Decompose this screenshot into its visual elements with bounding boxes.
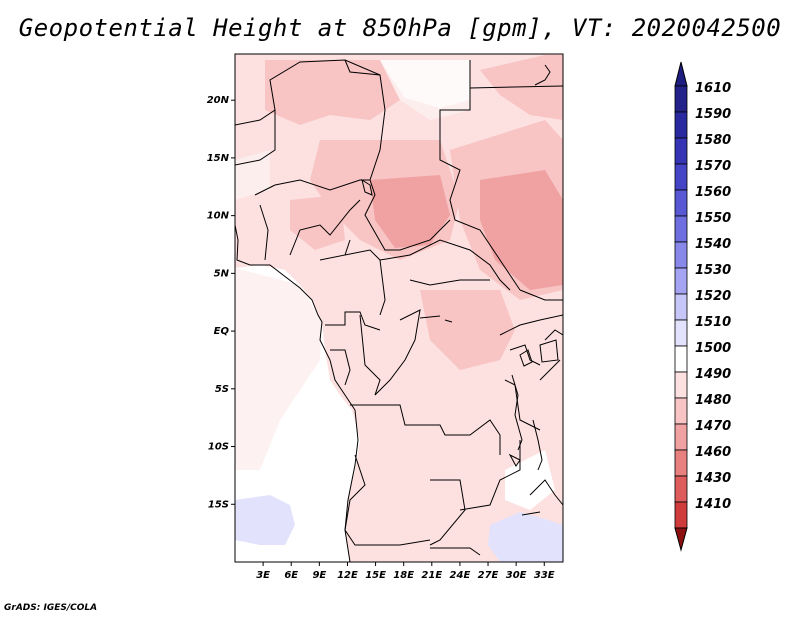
colorbar-label: 1490: [695, 367, 731, 382]
colorbar-label: 1480: [695, 393, 731, 408]
colorbar-segment: [674, 423, 688, 451]
lon-tick-label: 21E: [421, 570, 442, 581]
colorbar-segment: [674, 319, 688, 347]
colorbar-segment: [674, 449, 688, 477]
lon-tick-label: 3E: [256, 570, 270, 581]
colorbar-label: 1610: [695, 81, 731, 96]
colorbar-segment: [674, 241, 688, 269]
lat-tick-label: 20N: [207, 95, 230, 106]
colorbar-segment: [674, 111, 688, 139]
lat-tick-label: 10S: [208, 442, 229, 453]
lat-tick-label: 10N: [207, 211, 230, 222]
map-title: Geopotential Height at 850hPa [gpm], VT:…: [18, 14, 782, 42]
coastline: [235, 224, 359, 562]
colorbar-label: 1460: [695, 445, 731, 460]
colorbar-segment: [674, 85, 688, 113]
colorbar-label: 1530: [695, 263, 731, 278]
lat-tick-label: 15S: [208, 499, 229, 510]
colorbar-label: 1520: [695, 289, 731, 304]
map-frame: [234, 53, 564, 563]
colorbar-label: 1500: [695, 341, 731, 356]
country-borders: [235, 59, 563, 556]
colorbar-label: 1430: [695, 471, 731, 486]
colorbar-segment: [674, 293, 688, 321]
colorbar-segment: [674, 345, 688, 373]
colorbar-bottom-triangle: [674, 527, 688, 552]
colorbar-label: 1510: [695, 315, 731, 330]
lon-tick-label: 30E: [506, 570, 527, 581]
lon-tick-label: 12E: [337, 570, 358, 581]
map-field: [235, 54, 563, 562]
colorbar: 1610 1590 1580 1570 1560 1550 1540 1530 1520 1510…: [674, 61, 731, 552]
lakes: [361, 64, 559, 516]
grads-credit: GrADS: IGES/COLA: [4, 603, 98, 613]
lon-tick-label: 33E: [534, 570, 555, 581]
colorbar-segment: [674, 215, 688, 243]
colorbar-label: 1560: [695, 185, 731, 200]
colorbar-label: 1580: [695, 133, 731, 148]
colorbar-label: 1570: [695, 159, 731, 174]
colorbar-segment: [674, 267, 688, 295]
lat-tick-label: 5N: [214, 268, 230, 279]
colorbar-segment: [674, 189, 688, 217]
lon-tick-label: 24E: [450, 570, 471, 581]
colorbar-label: 1550: [695, 211, 731, 226]
colorbar-label: 1540: [695, 237, 731, 252]
lon-tick-label: 18E: [393, 570, 414, 581]
low-height-patch-west: [235, 495, 295, 545]
colorbar-top-triangle: [674, 61, 688, 87]
colorbar-segment: [674, 371, 688, 399]
colorbar-segment: [674, 137, 688, 165]
colorbar-segment: [674, 501, 688, 529]
colorbar-label: 1470: [695, 419, 731, 434]
lat-tick-label: 5S: [215, 384, 229, 395]
low-height-patch-east: [488, 512, 563, 562]
colorbar-label: 1410: [695, 497, 731, 512]
longitude-axis: 3E 6E 9E 12E 15E 18E 21E 24E 27E 30E 33E: [256, 562, 555, 581]
lon-tick-label: 6E: [284, 570, 298, 581]
lat-tick-label: EQ: [214, 326, 230, 337]
colorbar-segment: [674, 475, 688, 503]
lon-tick-label: 27E: [478, 570, 499, 581]
colorbar-segment: [674, 163, 688, 191]
lon-tick-label: 9E: [312, 570, 326, 581]
latitude-axis: 20N 15N 10N 5N EQ 5S 10S 15S: [207, 95, 235, 510]
colorbar-segment: [674, 397, 688, 425]
lon-tick-label: 15E: [365, 570, 386, 581]
colorbar-label: 1590: [695, 107, 731, 122]
lat-tick-label: 15N: [207, 153, 230, 164]
